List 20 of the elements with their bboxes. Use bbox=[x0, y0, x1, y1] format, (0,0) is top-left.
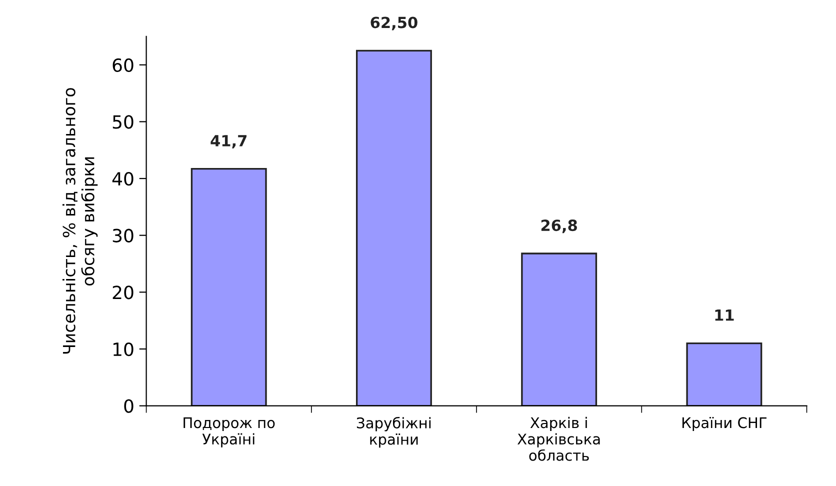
y-tick-label: 30 bbox=[112, 228, 134, 242]
x-tick-label: Країни СНГ bbox=[682, 416, 766, 432]
x-tick-label: Харків і Харківська область bbox=[518, 416, 600, 461]
data-label: 11 bbox=[715, 310, 734, 321]
data-label: 62,50 bbox=[370, 16, 418, 30]
y-tick-label: 40 bbox=[112, 172, 134, 186]
y-axis-title: Чисельність, % від загального обсягу вибірки bbox=[62, 88, 98, 354]
x-tick-label: Подорож по Україні bbox=[184, 417, 275, 448]
y-tick-label: 20 bbox=[112, 286, 134, 300]
y-tick-label: 50 bbox=[112, 115, 134, 129]
y-tick-label: 10 bbox=[114, 342, 134, 356]
data-label: 41,7 bbox=[210, 135, 246, 148]
bar bbox=[356, 50, 432, 406]
x-tick-label: Зарубіжні країни bbox=[356, 416, 431, 448]
bar bbox=[686, 342, 762, 406]
bar bbox=[190, 168, 267, 406]
y-tick-label: 0 bbox=[124, 399, 134, 413]
data-label: 26,8 bbox=[541, 220, 577, 234]
bar bbox=[521, 252, 598, 406]
y-tick-label: 60 bbox=[112, 58, 134, 72]
